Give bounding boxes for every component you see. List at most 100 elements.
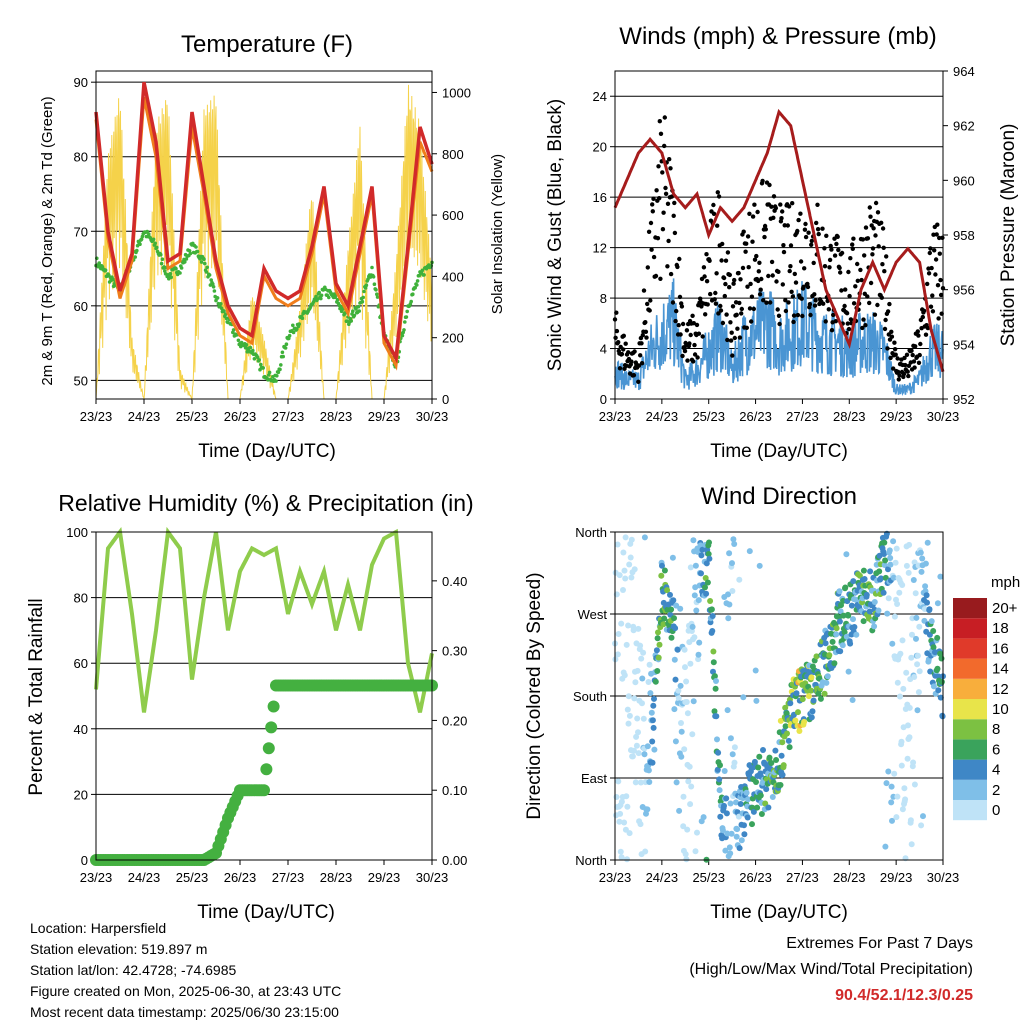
dewpoint-point <box>174 266 178 271</box>
gust-point <box>749 294 755 299</box>
direction-point <box>919 555 926 562</box>
direction-point <box>631 747 637 754</box>
gust-point <box>676 323 681 328</box>
gust-point <box>895 356 900 361</box>
dewpoint-point <box>212 289 217 293</box>
dewpoint-point <box>111 277 115 282</box>
x-tick-label: 25/23 <box>176 409 209 424</box>
gust-point <box>842 303 847 309</box>
x-tick-label: 27/23 <box>272 409 305 424</box>
dewpoint-point <box>280 350 285 355</box>
gust-point <box>935 222 940 227</box>
gust-point <box>632 349 637 354</box>
direction-point <box>694 829 700 836</box>
direction-point <box>756 562 763 569</box>
direction-point <box>898 738 905 745</box>
gust-point <box>694 322 700 328</box>
direction-point <box>651 746 658 753</box>
precip-point <box>267 700 280 713</box>
direction-point <box>867 568 874 575</box>
direction-point <box>911 674 918 680</box>
dewpoint-point <box>188 251 193 256</box>
gust-point <box>870 252 875 257</box>
legend-label: 2 <box>992 782 1000 799</box>
winds-y2-label: Station Pressure (Maroon) <box>998 124 1019 347</box>
gust-point <box>790 201 795 206</box>
direction-point <box>934 665 941 672</box>
direction-point <box>613 794 620 800</box>
precip-point <box>258 784 270 797</box>
direction-point <box>695 597 702 604</box>
gust-point <box>875 210 881 215</box>
gust-point <box>783 308 789 314</box>
direction-point <box>910 759 917 766</box>
gust-point <box>658 276 663 281</box>
dewpoint-point <box>291 323 295 328</box>
direction-point <box>910 577 917 583</box>
direction-point <box>893 545 900 552</box>
gust-point <box>731 281 736 286</box>
gust-point <box>921 308 927 313</box>
x-tick-label: 28/23 <box>320 870 353 885</box>
gust-point <box>925 325 931 331</box>
x-tick-label: 29/23 <box>368 870 401 885</box>
gust-point <box>732 335 737 341</box>
gust-point <box>757 260 762 265</box>
gust-point <box>702 274 707 279</box>
direction-point <box>624 856 630 863</box>
y-tick-label: 0 <box>81 853 88 868</box>
y-tick-label: 20 <box>593 140 607 155</box>
direction-point <box>698 570 704 577</box>
direction-point <box>642 848 649 855</box>
gust-point <box>680 353 685 359</box>
dewpoint-point <box>203 261 207 266</box>
direction-point <box>746 548 753 555</box>
gust-point <box>865 236 871 241</box>
dewpoint-point <box>287 336 291 341</box>
direction-point <box>801 718 808 725</box>
gust-point <box>863 225 869 230</box>
gust-point <box>734 312 739 317</box>
direction-point <box>614 651 621 658</box>
legend-label: 0 <box>992 802 1000 819</box>
gust-point <box>714 271 719 276</box>
direction-point <box>647 690 654 697</box>
gust-point <box>882 326 888 332</box>
dewpoint-point <box>375 295 380 299</box>
y2-tick-label: 964 <box>953 64 975 79</box>
direction-point <box>887 555 894 561</box>
gust-point <box>657 196 662 201</box>
direction-point <box>713 713 720 720</box>
direction-point <box>920 813 926 820</box>
gust-point <box>812 303 818 308</box>
y-tick-label: 40 <box>74 722 88 737</box>
y2-tick-label: 952 <box>953 392 975 407</box>
gust-point <box>828 243 833 249</box>
gust-point <box>636 363 642 368</box>
direction-point <box>769 794 776 800</box>
direction-point <box>756 753 763 760</box>
x-tick-label: 27/23 <box>272 870 305 885</box>
direction-point <box>753 697 760 704</box>
direction-point <box>760 747 766 753</box>
direction-point <box>768 760 775 766</box>
legend-label: 16 <box>992 640 1009 657</box>
gust-point <box>815 202 820 207</box>
gust-point <box>875 302 880 308</box>
direction-point <box>753 779 759 785</box>
direction-point <box>724 707 731 714</box>
dewpoint-point <box>257 358 262 362</box>
gust-point <box>930 309 936 314</box>
direction-point <box>894 679 901 686</box>
gust-point <box>640 333 645 338</box>
legend-swatch <box>953 739 987 760</box>
direction-point <box>911 781 918 788</box>
gust-point <box>803 234 809 240</box>
direction-point <box>808 714 815 721</box>
direction-point <box>888 799 895 806</box>
gust-point <box>904 352 910 357</box>
direction-point <box>621 672 628 679</box>
dewpoint-point <box>356 304 361 309</box>
direction-point <box>671 706 678 713</box>
direction-point <box>686 763 693 770</box>
